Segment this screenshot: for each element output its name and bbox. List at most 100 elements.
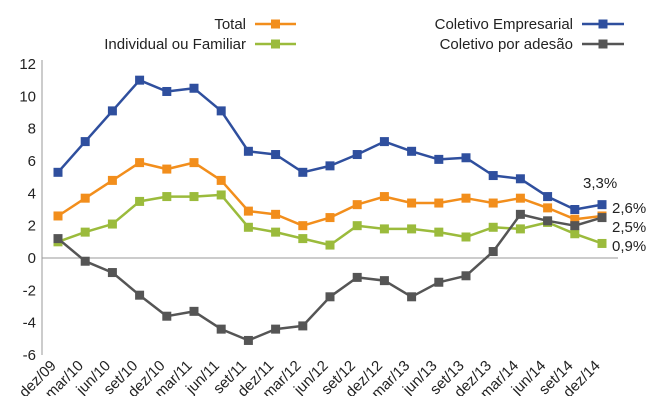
data-point [352, 272, 362, 282]
data-point [53, 234, 63, 244]
data-point [597, 238, 607, 248]
legend-label: Coletivo por adesão [440, 36, 573, 53]
data-point [434, 198, 444, 208]
data-point [189, 192, 199, 202]
y-tick-label: 12 [19, 56, 36, 73]
data-point [597, 213, 607, 223]
data-point [135, 158, 145, 168]
end-value-label: 3,3% [583, 175, 617, 192]
data-point [189, 158, 199, 168]
legend-item: Total [214, 16, 296, 33]
data-point [271, 150, 281, 160]
data-point [543, 192, 553, 202]
legend-marker [598, 39, 608, 49]
data-point [461, 193, 471, 203]
data-point [162, 86, 172, 96]
legend-marker [271, 39, 280, 49]
data-point [352, 150, 362, 160]
data-point [515, 224, 525, 234]
legend-marker [271, 19, 280, 29]
data-point [488, 198, 498, 208]
data-point [107, 175, 117, 185]
data-point [597, 200, 607, 210]
data-point [379, 224, 389, 234]
legend-marker [598, 19, 608, 29]
series-layer [53, 75, 607, 345]
data-point [80, 256, 90, 266]
data-point [243, 206, 253, 216]
data-point [107, 219, 117, 229]
data-point [216, 175, 226, 185]
end-value-label: 0,9% [612, 238, 646, 255]
data-point [325, 292, 335, 302]
data-point [352, 200, 362, 210]
data-point [570, 221, 580, 231]
data-point [325, 240, 335, 250]
data-point [379, 276, 389, 286]
legend-label: Coletivo Empresarial [435, 16, 573, 33]
data-point [107, 106, 117, 116]
data-point [135, 75, 145, 85]
data-point [80, 227, 90, 237]
data-point [407, 292, 417, 302]
y-tick-label: -4 [23, 315, 36, 332]
data-point [570, 214, 580, 224]
data-point [243, 222, 253, 232]
series-line [57, 78, 603, 211]
data-point [488, 171, 498, 181]
y-tick-label: -6 [23, 347, 36, 364]
data-point [80, 137, 90, 147]
data-point [325, 161, 335, 171]
data-point [461, 232, 471, 242]
data-point [243, 335, 253, 345]
end-value-label: 2,5% [612, 219, 646, 236]
data-point [543, 203, 553, 213]
y-tick-label: 0 [28, 250, 36, 267]
data-point [216, 190, 226, 200]
legend-item: Coletivo Empresarial [435, 16, 624, 33]
data-point [162, 311, 172, 321]
data-point [243, 146, 253, 156]
data-point [434, 154, 444, 164]
data-point [80, 193, 90, 203]
data-point [135, 196, 145, 206]
data-point [162, 164, 172, 174]
end-labels: 3,3% 2,6% 2,5% 0,9% [583, 175, 646, 255]
data-point [325, 213, 335, 223]
data-point [271, 209, 281, 219]
data-point [216, 106, 226, 116]
data-point [271, 227, 281, 237]
data-point [407, 198, 417, 208]
data-point [162, 192, 172, 202]
data-point [189, 306, 199, 316]
end-value-label: 2,6% [612, 200, 646, 217]
data-point [298, 167, 308, 177]
data-point [298, 234, 308, 244]
data-point [488, 247, 498, 257]
data-point [379, 137, 389, 147]
data-point [352, 221, 362, 231]
data-point [107, 268, 117, 278]
legend-item: Individual ou Familiar [104, 36, 296, 53]
data-point [488, 222, 498, 232]
data-point [434, 227, 444, 237]
legend-item: Coletivo por adesão [440, 36, 624, 53]
data-point [53, 167, 63, 177]
data-point [461, 153, 471, 163]
data-point [570, 229, 580, 239]
y-tick-label: 2 [28, 218, 36, 235]
data-point [298, 321, 308, 331]
data-point [135, 290, 145, 300]
series-3 [53, 209, 607, 345]
y-tick-label: 6 [28, 153, 36, 170]
data-point [461, 271, 471, 281]
y-tick-label: 4 [28, 185, 36, 202]
legend-label: Individual ou Familiar [104, 36, 246, 53]
data-point [407, 224, 417, 234]
series-2 [53, 75, 607, 214]
data-point [216, 324, 226, 334]
data-point [189, 83, 199, 93]
legend: Total Individual ou Familiar Coletivo Empr… [104, 16, 624, 53]
data-point [407, 146, 417, 156]
